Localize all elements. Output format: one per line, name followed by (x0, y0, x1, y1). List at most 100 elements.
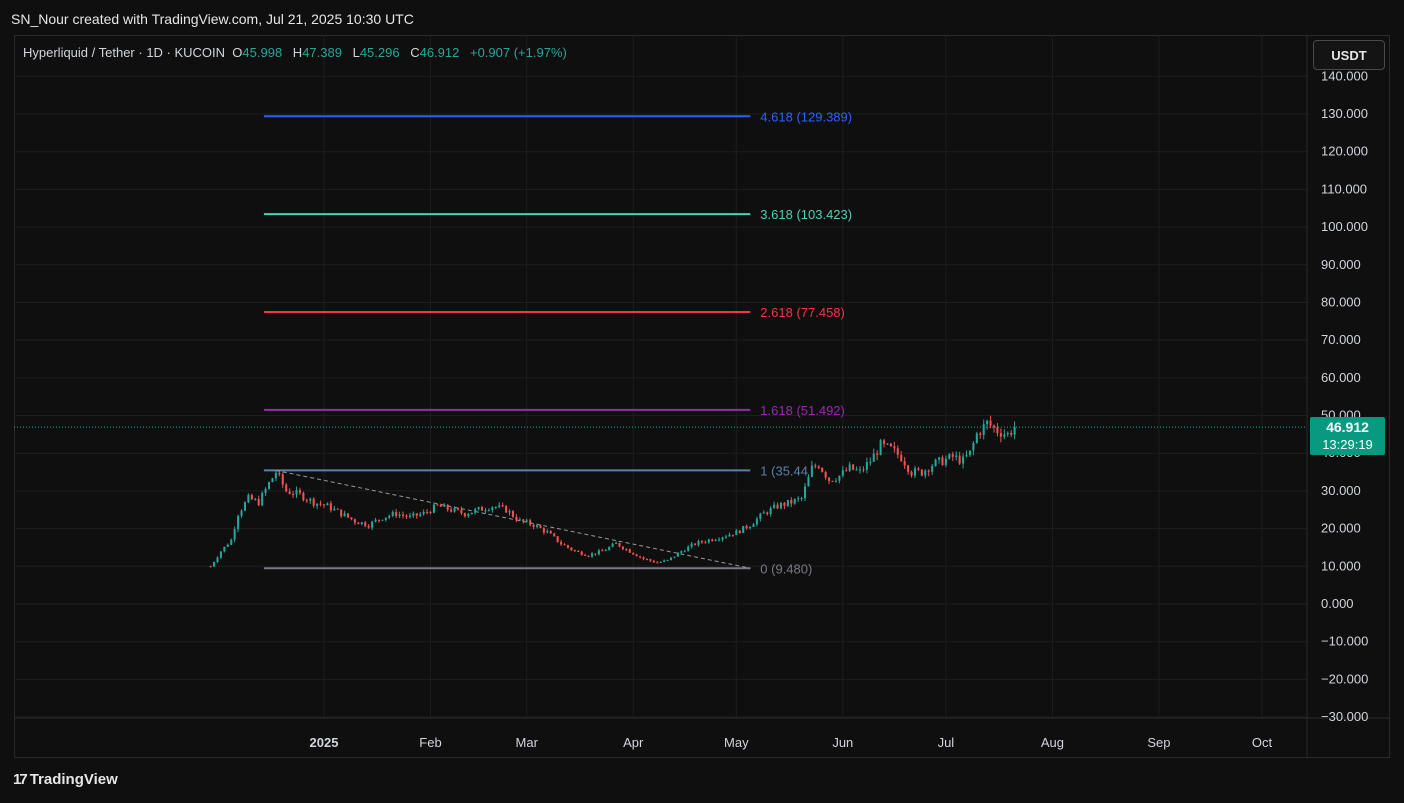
candle-body (412, 513, 415, 516)
candle-body (285, 484, 288, 492)
candle-body (968, 450, 971, 456)
high-label: H (292, 45, 303, 60)
candle-body (800, 498, 803, 500)
candle-body (560, 541, 563, 545)
candle-body (477, 507, 480, 510)
candle-body (941, 457, 944, 466)
candle-body (924, 470, 927, 476)
candle-body (975, 433, 978, 443)
time-tick-label: Aug (1041, 735, 1064, 750)
candle-body (920, 469, 923, 476)
price-tick-label: 80.000 (1321, 294, 1361, 309)
last-price-tag: 46.912 13:29:19 (1310, 417, 1385, 455)
tradingview-logo[interactable]: 17 TradingView (13, 771, 118, 788)
candle-body (333, 508, 336, 511)
candle-body (511, 511, 515, 517)
close-label: C (410, 45, 420, 60)
candle-body (549, 531, 552, 534)
candle-body (797, 498, 800, 500)
candle-body (1013, 427, 1016, 435)
candle-body (752, 524, 755, 527)
time-tick-label: Jul (938, 735, 955, 750)
candle-body (955, 455, 958, 457)
candle-body (604, 550, 607, 552)
candle-body (542, 528, 545, 533)
candle-body (353, 519, 356, 523)
candle-body (841, 470, 844, 476)
candle-body (931, 465, 934, 472)
candle-body (762, 512, 765, 514)
fib-level-label: 2.618 (77.458) (760, 305, 845, 320)
candle-body (340, 509, 343, 517)
candle-body (742, 525, 745, 533)
price-tick-label: 0.000 (1321, 596, 1354, 611)
candle-body (656, 562, 659, 564)
candle-body (529, 520, 532, 525)
candle-body (384, 517, 387, 520)
candle-body (377, 519, 381, 521)
candle-body (322, 504, 326, 506)
candle-body (481, 507, 484, 511)
candle-body (876, 453, 879, 456)
candle-body (577, 550, 580, 552)
candle-body (965, 455, 968, 457)
candle-body (587, 555, 590, 557)
candle-body (773, 504, 776, 509)
candle-body (917, 468, 920, 470)
time-tick-label: Sep (1147, 735, 1170, 750)
candle-body (401, 514, 405, 516)
candle-body (326, 503, 329, 506)
candle-body (460, 509, 463, 514)
candle-body (834, 480, 837, 482)
candle-body (700, 541, 703, 543)
candle-body (525, 520, 528, 522)
candle-body (852, 464, 855, 470)
candle-body (563, 544, 566, 546)
tradingview-logo-icon: 17 (13, 771, 28, 788)
price-tick-label: −20.000 (1321, 671, 1368, 686)
candle-body (264, 488, 267, 494)
candle-body (992, 425, 996, 428)
price-chart[interactable]: 4.618 (129.389) 3.618 (103.423) 2.618 (77.… (14, 35, 1390, 758)
currency-button[interactable]: USDT (1313, 40, 1385, 70)
candle-body (539, 525, 542, 529)
candle-body (584, 554, 587, 556)
candle-body (986, 420, 989, 425)
candle-body (883, 440, 886, 444)
candle-body (254, 499, 257, 501)
candle-body (271, 478, 274, 483)
candle-body (364, 522, 367, 527)
candle-body (687, 546, 690, 552)
open-label: O (232, 45, 243, 60)
price-tick-label: 110.000 (1321, 181, 1367, 196)
candle-body (267, 482, 271, 489)
candle-body (570, 547, 573, 551)
candle-body (388, 515, 391, 518)
candle-body (535, 525, 539, 527)
candle-body (779, 503, 783, 509)
price-axis: −30.000 −20.000 −10.000 0.000 10.000 20.000 30… (1321, 68, 1368, 724)
candle-body (1003, 434, 1006, 437)
candle-body (233, 529, 236, 540)
chart-frame (14, 35, 1390, 758)
candle-body (446, 504, 449, 510)
time-tick-label: Feb (419, 735, 441, 750)
candle-body (621, 546, 624, 550)
candle-body (546, 531, 549, 533)
candle-body (426, 511, 429, 513)
price-tick-label: 10.000 (1321, 558, 1361, 573)
candle-body (666, 559, 669, 561)
candle-body (865, 462, 868, 470)
candle-body (343, 513, 346, 517)
candle-body (982, 424, 985, 435)
candle-body (329, 503, 332, 511)
candle-body (429, 512, 432, 514)
candle-body (749, 526, 752, 529)
candle-body (649, 559, 652, 561)
symbol-label[interactable]: Hyperliquid / Tether · 1D · KUCOIN (23, 45, 226, 60)
candle-body (735, 530, 738, 536)
candle-body (467, 514, 470, 517)
price-tick-label: 120.000 (1321, 144, 1368, 159)
candle-body (639, 556, 642, 558)
close-value: 46.912 (419, 45, 460, 60)
